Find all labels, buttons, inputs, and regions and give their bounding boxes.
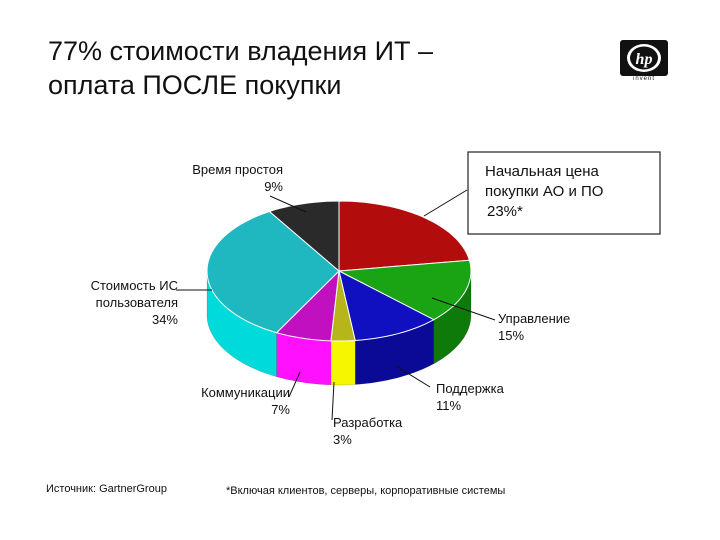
pie-labels: Начальная цена покупки АО и ПО 23%* Управле… — [91, 151, 661, 447]
slice-label-6-line-0: Время простоя — [192, 162, 283, 177]
pie-slice-4 — [275, 269, 340, 342]
footnote: *Включая клиентов, серверы, корпоративны… — [226, 485, 506, 497]
pie-side-walls — [206, 270, 472, 386]
slice-label-5-line-1: пользователя — [96, 295, 178, 310]
pie-slice-1 — [337, 259, 472, 321]
pie-side-3 — [330, 340, 356, 386]
slice-label-0-line-1: покупки АО и ПО — [485, 183, 603, 200]
slice-value-3: 3% — [333, 432, 352, 447]
hp-logo-mark: hp — [620, 40, 668, 76]
source-note: Источник: GartnerGroup — [46, 483, 167, 495]
slice-label-2-line-0: Поддержка — [436, 381, 505, 396]
slide-title: 77% стоимости владения ИТ – оплата ПОСЛЕ… — [48, 34, 608, 102]
callout-box — [467, 151, 661, 235]
slice-label-4-line-0: Коммуникации — [201, 385, 290, 400]
title-line-2: оплата ПОСЛЕ покупки — [48, 70, 342, 100]
slice-value-0: 23%* — [487, 203, 523, 220]
slice-value-2: 11% — [436, 398, 461, 413]
leader-line-3 — [331, 381, 335, 421]
slice-value-6: 9% — [264, 179, 283, 194]
pie-slice-0 — [338, 200, 471, 272]
slice-value-1: 15% — [498, 328, 524, 343]
pie-top — [206, 200, 472, 342]
leader-line-2 — [395, 365, 431, 388]
hp-logo-text: hp — [636, 51, 653, 68]
source-value: GartnerGroup — [99, 483, 167, 495]
slice-label-1-line-0: Управление — [498, 311, 570, 326]
slice-label-3-line-0: Разработка — [333, 415, 403, 430]
hp-logo: hp invent — [620, 40, 668, 84]
title-line-1: 77% стоимости владения ИТ – — [48, 36, 434, 66]
leader-line-1 — [431, 297, 496, 321]
pie-slice-5 — [206, 210, 340, 334]
slice-value-5: 34% — [152, 312, 178, 327]
slice-label-5-line-0: Стоимость ИС — [91, 278, 178, 293]
source-label: Источник: — [46, 483, 97, 495]
hp-logo-tagline: invent — [632, 76, 655, 82]
pie-slice-2 — [338, 270, 435, 342]
slice-label-0-line-0: Начальная цена — [485, 163, 600, 180]
leader-line-6 — [269, 195, 307, 213]
slice-value-4: 7% — [271, 402, 290, 417]
leader-line-0 — [423, 189, 468, 217]
leader-line-4 — [288, 371, 301, 398]
pie-slice-6 — [268, 200, 340, 273]
